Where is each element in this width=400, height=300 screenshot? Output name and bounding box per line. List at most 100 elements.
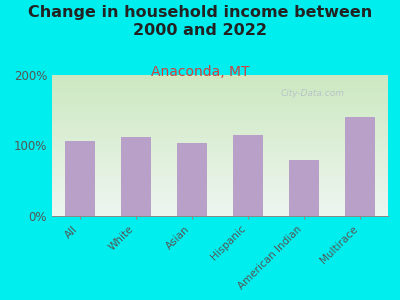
Bar	[52, 187, 388, 188]
Bar	[52, 143, 388, 144]
Bar	[64, 141, 96, 216]
Bar	[52, 103, 388, 104]
Bar	[52, 126, 388, 127]
Bar	[52, 200, 388, 201]
Bar	[52, 203, 388, 204]
Bar	[52, 132, 388, 133]
Bar	[52, 144, 388, 145]
Bar	[52, 169, 388, 170]
Bar	[52, 92, 388, 93]
Bar	[52, 152, 388, 153]
Bar	[52, 164, 388, 165]
Bar	[52, 141, 388, 142]
Bar	[52, 114, 388, 115]
Bar	[52, 215, 388, 216]
Bar	[52, 168, 388, 169]
Bar	[52, 98, 388, 99]
Bar	[52, 188, 388, 189]
Bar	[52, 89, 388, 90]
Bar	[52, 154, 388, 155]
Bar	[52, 150, 388, 151]
Bar	[52, 119, 388, 120]
Bar	[52, 100, 388, 101]
Bar	[52, 115, 388, 116]
Bar	[52, 127, 388, 128]
Bar	[52, 90, 388, 91]
Bar	[52, 93, 388, 94]
Bar	[52, 78, 388, 79]
Bar	[52, 199, 388, 200]
Bar	[52, 207, 388, 208]
Bar	[52, 133, 388, 134]
Bar	[52, 75, 388, 76]
Bar	[52, 163, 388, 164]
Bar	[52, 185, 388, 186]
Bar	[52, 205, 388, 206]
Bar	[52, 206, 388, 207]
Bar	[52, 162, 388, 163]
Bar	[52, 139, 388, 140]
Bar	[52, 97, 388, 98]
Bar	[52, 135, 388, 136]
Bar	[52, 124, 388, 125]
Bar	[52, 196, 388, 197]
Bar	[52, 193, 388, 194]
Bar	[52, 101, 388, 102]
Bar	[52, 110, 388, 111]
Bar	[289, 160, 320, 216]
Bar	[52, 86, 388, 87]
Bar	[52, 184, 388, 185]
Bar	[52, 88, 388, 89]
Bar	[52, 83, 388, 84]
Text: Anaconda, MT: Anaconda, MT	[151, 64, 249, 79]
Bar	[52, 155, 388, 156]
Bar	[52, 99, 388, 100]
Bar	[52, 159, 388, 160]
Bar	[52, 130, 388, 131]
Bar	[52, 212, 388, 213]
Bar	[52, 117, 388, 118]
Bar	[52, 151, 388, 152]
Bar	[52, 148, 388, 149]
Bar	[52, 136, 388, 137]
Bar	[52, 146, 388, 147]
Bar	[52, 174, 388, 175]
Bar	[52, 182, 388, 183]
Bar	[52, 142, 388, 143]
Bar	[52, 131, 388, 132]
Bar	[52, 191, 388, 192]
Bar	[52, 183, 388, 184]
Bar	[52, 109, 388, 110]
Bar	[52, 122, 388, 123]
Bar	[52, 94, 388, 95]
Bar	[52, 194, 388, 195]
Bar	[52, 201, 388, 202]
Bar	[52, 153, 388, 154]
Bar	[52, 140, 388, 141]
Bar	[52, 128, 388, 129]
Bar	[52, 198, 388, 199]
Bar	[52, 160, 388, 161]
Bar	[52, 102, 388, 103]
Bar	[52, 77, 388, 78]
Bar	[52, 170, 388, 171]
Bar	[52, 121, 388, 122]
Bar	[177, 143, 208, 216]
Bar	[52, 145, 388, 146]
Bar	[52, 208, 388, 209]
Bar	[52, 123, 388, 124]
Bar	[52, 167, 388, 168]
Bar	[52, 95, 388, 96]
Bar	[52, 82, 388, 83]
Bar	[52, 113, 388, 114]
Bar	[52, 129, 388, 130]
Bar	[52, 80, 388, 81]
Bar	[52, 161, 388, 162]
Bar	[52, 85, 388, 86]
Bar	[52, 180, 388, 181]
Bar	[52, 204, 388, 205]
Bar	[52, 147, 388, 148]
Bar	[52, 176, 388, 177]
Bar	[52, 158, 388, 159]
Bar	[52, 156, 388, 157]
